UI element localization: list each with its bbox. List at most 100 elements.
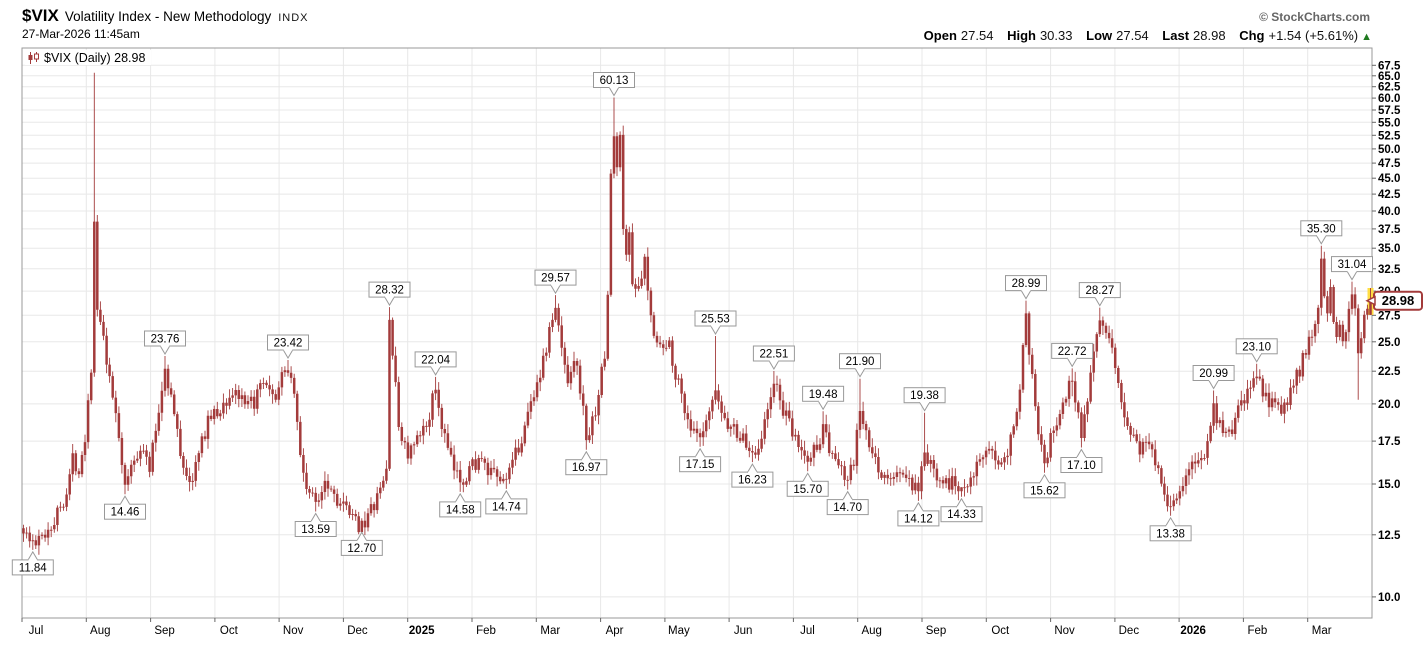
svg-text:31.04: 31.04	[1338, 259, 1367, 271]
high-value: 30.33	[1039, 28, 1073, 43]
last-price-box: 28.98	[1365, 290, 1423, 311]
svg-text:22.04: 22.04	[421, 354, 450, 366]
annotation-callout: 12.70	[340, 531, 383, 556]
svg-text:17.15: 17.15	[686, 459, 715, 471]
svg-text:15.0: 15.0	[1378, 479, 1400, 491]
svg-text:16.97: 16.97	[572, 462, 601, 474]
svg-text:14.33: 14.33	[947, 509, 976, 521]
chart-legend: $VIX (Daily) 28.98	[25, 50, 152, 65]
annotation-callout: 20.99	[1192, 365, 1235, 390]
symbol-label: $VIX	[22, 6, 59, 25]
svg-text:Dec: Dec	[1119, 625, 1140, 637]
annotation-callout: 22.04	[414, 351, 457, 376]
chart-header: $VIX Volatility Index - New Methodology IN…	[22, 6, 309, 26]
svg-text:50.0: 50.0	[1378, 144, 1400, 156]
svg-text:55.0: 55.0	[1378, 117, 1400, 129]
svg-text:2026: 2026	[1180, 625, 1206, 637]
svg-text:Aug: Aug	[90, 625, 110, 637]
svg-text:Oct: Oct	[220, 625, 239, 637]
svg-text:11.84: 11.84	[19, 562, 48, 574]
svg-text:Dec: Dec	[347, 625, 368, 637]
svg-text:14.46: 14.46	[111, 507, 140, 519]
svg-text:23.42: 23.42	[274, 337, 303, 349]
svg-text:22.5: 22.5	[1378, 366, 1401, 378]
annotation-callout: 23.42	[267, 334, 309, 359]
chg-value: +1.54 (+5.61%)	[1268, 28, 1359, 43]
svg-text:14.74: 14.74	[492, 501, 521, 513]
svg-text:19.38: 19.38	[910, 390, 939, 402]
svg-text:2025: 2025	[409, 625, 435, 637]
annotation-callout: 14.12	[897, 501, 940, 527]
up-arrow-icon: ▲	[1361, 31, 1372, 43]
svg-text:28.99: 28.99	[1012, 278, 1041, 290]
open-value: 27.54	[960, 28, 994, 43]
annotation-callout: 15.70	[786, 472, 829, 497]
svg-text:29.57: 29.57	[541, 273, 570, 285]
svg-text:27.5: 27.5	[1378, 310, 1401, 322]
svg-text:Aug: Aug	[861, 625, 881, 637]
svg-text:35.0: 35.0	[1378, 243, 1400, 255]
svg-text:20.99: 20.99	[1199, 368, 1228, 380]
svg-text:62.5: 62.5	[1378, 82, 1401, 94]
svg-text:Nov: Nov	[283, 625, 304, 637]
annotation-callout: 25.53	[694, 310, 737, 335]
annotation-callout: 19.48	[802, 385, 845, 411]
svg-text:May: May	[668, 625, 690, 637]
stockcharts-copyright: © StockCharts.com	[1259, 10, 1370, 24]
svg-text:28.27: 28.27	[1085, 285, 1114, 297]
annotation-callout: 14.70	[826, 490, 869, 516]
svg-text:Feb: Feb	[1248, 625, 1268, 637]
svg-text:16.23: 16.23	[738, 475, 767, 487]
svg-text:Sep: Sep	[154, 625, 174, 637]
svg-text:42.5: 42.5	[1378, 189, 1401, 201]
svg-text:17.5: 17.5	[1378, 436, 1401, 448]
svg-text:12.5: 12.5	[1378, 530, 1401, 542]
exchange-label: INDX	[278, 12, 309, 24]
annotation-callout: 14.33	[940, 497, 983, 523]
svg-text:60.13: 60.13	[600, 75, 629, 87]
annotation-callout: 14.74	[485, 489, 528, 515]
svg-text:25.0: 25.0	[1378, 337, 1400, 349]
annotation-callout: 21.90	[839, 353, 881, 378]
svg-text:Apr: Apr	[606, 625, 624, 637]
svg-text:25.53: 25.53	[701, 313, 730, 325]
svg-text:22.72: 22.72	[1058, 346, 1087, 358]
annotation-callout: 14.46	[104, 495, 146, 520]
svg-text:Mar: Mar	[1312, 625, 1332, 637]
annotation-callout: 23.10	[1235, 338, 1278, 363]
annotation-callout: 15.62	[1023, 473, 1066, 499]
annotation-callout: 19.38	[903, 387, 946, 412]
instrument-title: Volatility Index - New Methodology	[64, 9, 272, 24]
high-label: High	[1007, 28, 1036, 43]
x-axis: Jul Aug Sep Oct Nov Dec 2025 Feb Mar Apr May Jun Jul…	[21, 618, 1332, 637]
annotation-callout: 60.13	[593, 72, 635, 97]
last-label: Last	[1162, 28, 1190, 43]
legend-candlestick-icon	[28, 51, 39, 64]
svg-text:47.5: 47.5	[1378, 158, 1401, 170]
annotation-callout: 16.23	[731, 463, 774, 488]
svg-text:14.58: 14.58	[446, 504, 475, 516]
annotation-callout: 35.30	[1300, 220, 1343, 245]
svg-text:37.5: 37.5	[1378, 224, 1401, 236]
svg-text:40.0: 40.0	[1378, 206, 1400, 218]
svg-text:17.10: 17.10	[1067, 460, 1096, 472]
candle-bodies	[22, 134, 1372, 546]
chg-label: Chg	[1239, 28, 1265, 43]
ohlc-quote-row: Open 27.54 High 30.33 Low 27.54 Last 28.98 C…	[924, 28, 1372, 43]
chart-datetime: 27-Mar-2026 11:45am	[22, 27, 140, 41]
svg-text:20.0: 20.0	[1378, 399, 1400, 411]
open-label: Open	[923, 28, 957, 43]
annotation-callout: 11.84	[11, 550, 54, 576]
annotation-callout: 31.04	[1331, 256, 1373, 281]
annotation-callout: 17.10	[1060, 448, 1103, 473]
low-value: 27.54	[1116, 28, 1149, 43]
svg-text:14.12: 14.12	[904, 513, 933, 525]
plot-border	[21, 47, 1373, 619]
annotation-callout: 28.99	[1005, 275, 1047, 300]
annotation-callout: 28.27	[1078, 282, 1121, 307]
svg-text:67.5: 67.5	[1378, 60, 1401, 72]
svg-text:Sep: Sep	[926, 625, 946, 637]
annotation-callout: 13.59	[294, 512, 337, 537]
svg-text:65.0: 65.0	[1378, 71, 1400, 83]
legend-label: $VIX (Daily) 28.98	[44, 50, 146, 65]
